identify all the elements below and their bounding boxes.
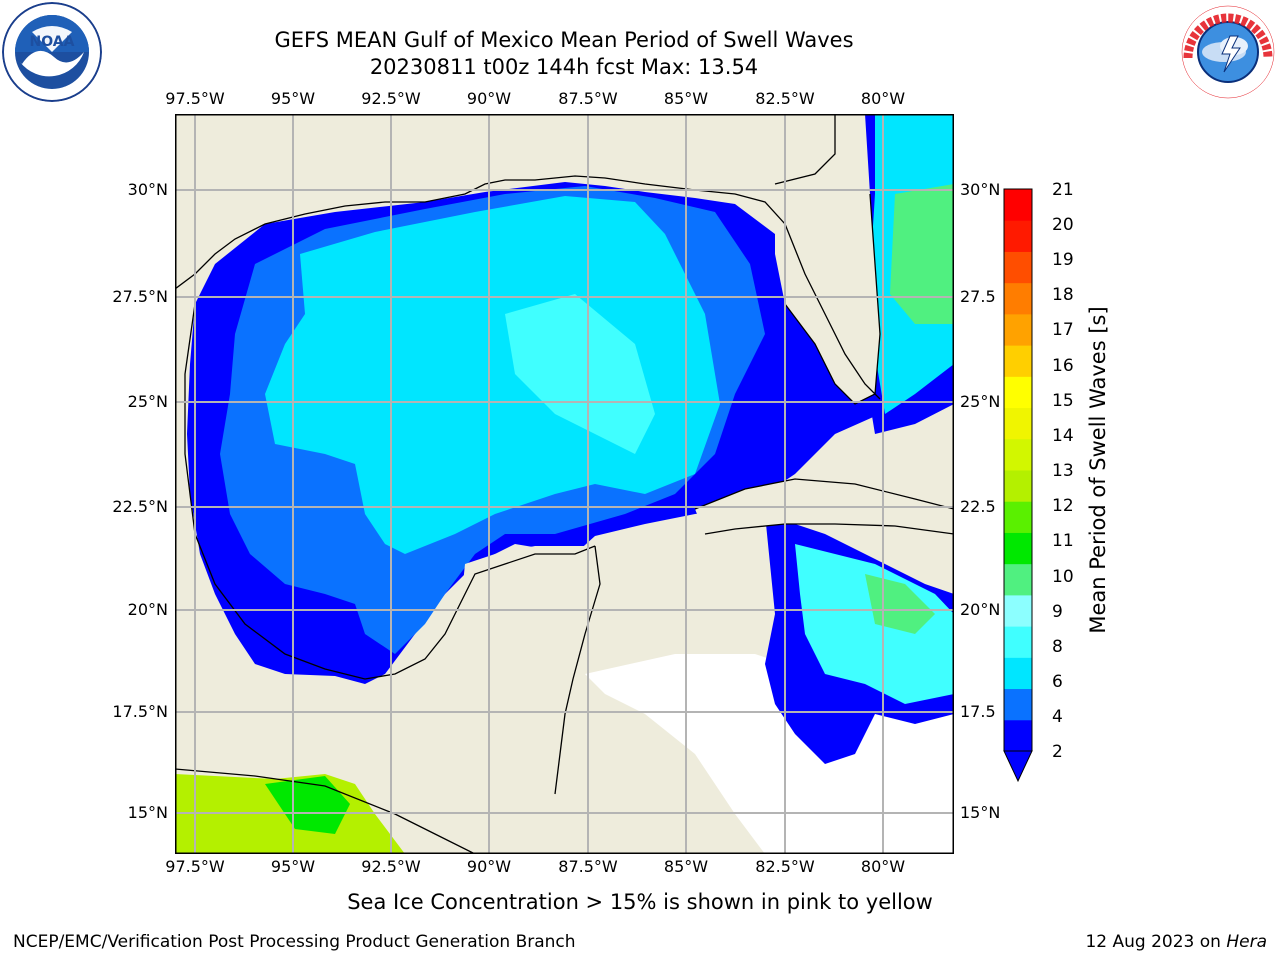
pacific-green <box>265 776 350 834</box>
colorbar-tick: 21 <box>1052 180 1074 200</box>
colorbar-tick: 12 <box>1052 496 1074 516</box>
lon-label-top: 85°W <box>663 89 709 108</box>
colorbar-tick: 9 <box>1052 602 1063 622</box>
colorbar-band <box>1004 345 1032 377</box>
colorbar-band <box>1004 501 1032 533</box>
lon-label-bottom: 97.5°W <box>165 857 225 876</box>
colorbar-extend-arrow <box>1003 750 1033 783</box>
map-subtitle: 20230811 t00z 144h fcst Max: 13.54 <box>369 55 759 79</box>
date-text: 12 Aug 2023 on Hera <box>1085 932 1267 952</box>
caribbean-long-period <box>795 544 954 704</box>
lat-label-right: 27.5 <box>960 287 998 306</box>
colorbar-band <box>1004 532 1032 565</box>
map-title: GEFS MEAN Gulf of Mexico Mean Period of … <box>274 28 854 52</box>
gulf-long-period <box>265 196 720 554</box>
lat-label-right: 30°N <box>960 180 1003 199</box>
colorbar-band <box>1004 719 1032 752</box>
colorbar-tick: 11 <box>1052 531 1074 551</box>
lat-label-right: 15°N <box>960 803 1003 822</box>
florida-land <box>765 114 880 404</box>
lon-label-bottom: 90°W <box>466 857 512 876</box>
lon-label-top: 82.5°W <box>755 89 815 108</box>
lat-label-left: 15°N <box>127 803 168 822</box>
colorbar-band <box>1004 313 1032 346</box>
lon-label-top: 97.5°W <box>165 89 225 108</box>
lon-label-top: 80°W <box>860 89 906 108</box>
lat-label-left: 25°N <box>127 392 168 411</box>
lat-label-right: 25°N <box>960 392 1003 411</box>
coastline-cuba <box>694 478 954 535</box>
lon-label-bottom: 95°W <box>270 857 316 876</box>
yucatan-land <box>460 546 605 774</box>
nws-logo <box>1178 2 1278 102</box>
colorbar-band <box>1004 376 1032 409</box>
lon-label-top: 90°W <box>466 89 512 108</box>
lat-label-right: 17.5 <box>960 702 998 721</box>
colorbar-tick: 10 <box>1052 567 1074 587</box>
coastline-yucatan <box>554 545 601 795</box>
colorbar-tick: 14 <box>1052 426 1074 446</box>
lat-label-left: 22.5°N <box>112 497 168 516</box>
coastline-mexico <box>184 303 596 680</box>
colorbar-band <box>1004 220 1032 252</box>
colorbar-tick: 6 <box>1052 672 1063 692</box>
sea-ice-note: Sea Ice Concentration > 15% is shown in … <box>347 890 933 914</box>
lat-label-right: 22.5 <box>960 497 998 516</box>
map-frame <box>175 114 954 854</box>
lat-label-left: 30°N <box>127 180 168 199</box>
colorbar-band <box>1004 594 1032 627</box>
credit-text: NCEP/EMC/Verification Post Processing Pr… <box>13 932 576 952</box>
noaa-logo: NOAA <box>2 2 102 102</box>
colorbar-band <box>1004 251 1032 284</box>
lon-label-top: 95°W <box>270 89 316 108</box>
lon-label-bottom: 87.5°W <box>558 857 618 876</box>
gulf-longer-period <box>505 294 655 454</box>
map-canvas <box>175 114 954 854</box>
colorbar-band <box>1004 688 1032 721</box>
lon-label-bottom: 92.5°W <box>361 857 421 876</box>
colorbar-band <box>1004 189 1032 221</box>
date-value: 12 Aug 2023 on <box>1085 932 1227 952</box>
map-grid <box>175 114 954 854</box>
lon-label-bottom: 80°W <box>860 857 906 876</box>
coastline-central-america <box>175 768 476 854</box>
colorbar-title: Mean Period of Swell Waves [s] <box>1086 306 1110 634</box>
colorbar-band <box>1004 657 1032 690</box>
atlantic-green <box>890 184 954 324</box>
lon-label-bottom: 82.5°W <box>755 857 815 876</box>
colorbar-tick: 20 <box>1052 215 1074 235</box>
colorbar-tick: 18 <box>1052 285 1074 305</box>
colorbar-tick: 19 <box>1052 250 1074 270</box>
lon-label-bottom: 85°W <box>663 857 709 876</box>
colorbar-tick: 16 <box>1052 356 1074 376</box>
colorbar-tick: 2 <box>1052 742 1063 762</box>
colorbar-frame <box>1003 188 1033 752</box>
lat-label-left: 20°N <box>127 600 168 619</box>
colorbar-band <box>1004 563 1032 596</box>
lon-label-top: 92.5°W <box>361 89 421 108</box>
colorbar <box>1003 188 1033 783</box>
lat-label-left: 17.5°N <box>112 702 168 721</box>
colorbar-band <box>1004 470 1032 502</box>
noaa-logo-text: NOAA <box>30 34 75 50</box>
colorbar-band <box>1004 438 1032 471</box>
colorbar-tick: 15 <box>1052 391 1074 411</box>
colorbar-band <box>1004 407 1032 440</box>
coastline-gulf <box>175 175 881 400</box>
colorbar-band <box>1004 282 1032 315</box>
colorbar-tick: 13 <box>1052 461 1074 481</box>
colorbar-tick: 4 <box>1052 707 1063 727</box>
colorbar-tick: 8 <box>1052 637 1063 657</box>
coastline-florida <box>774 114 881 405</box>
lon-label-top: 87.5°W <box>558 89 618 108</box>
host-name: Hera <box>1226 932 1267 952</box>
lat-label-left: 27.5°N <box>112 287 168 306</box>
colorbar-band <box>1004 626 1032 658</box>
lat-label-right: 20°N <box>960 600 1003 619</box>
colorbar-tick: 17 <box>1052 320 1074 340</box>
